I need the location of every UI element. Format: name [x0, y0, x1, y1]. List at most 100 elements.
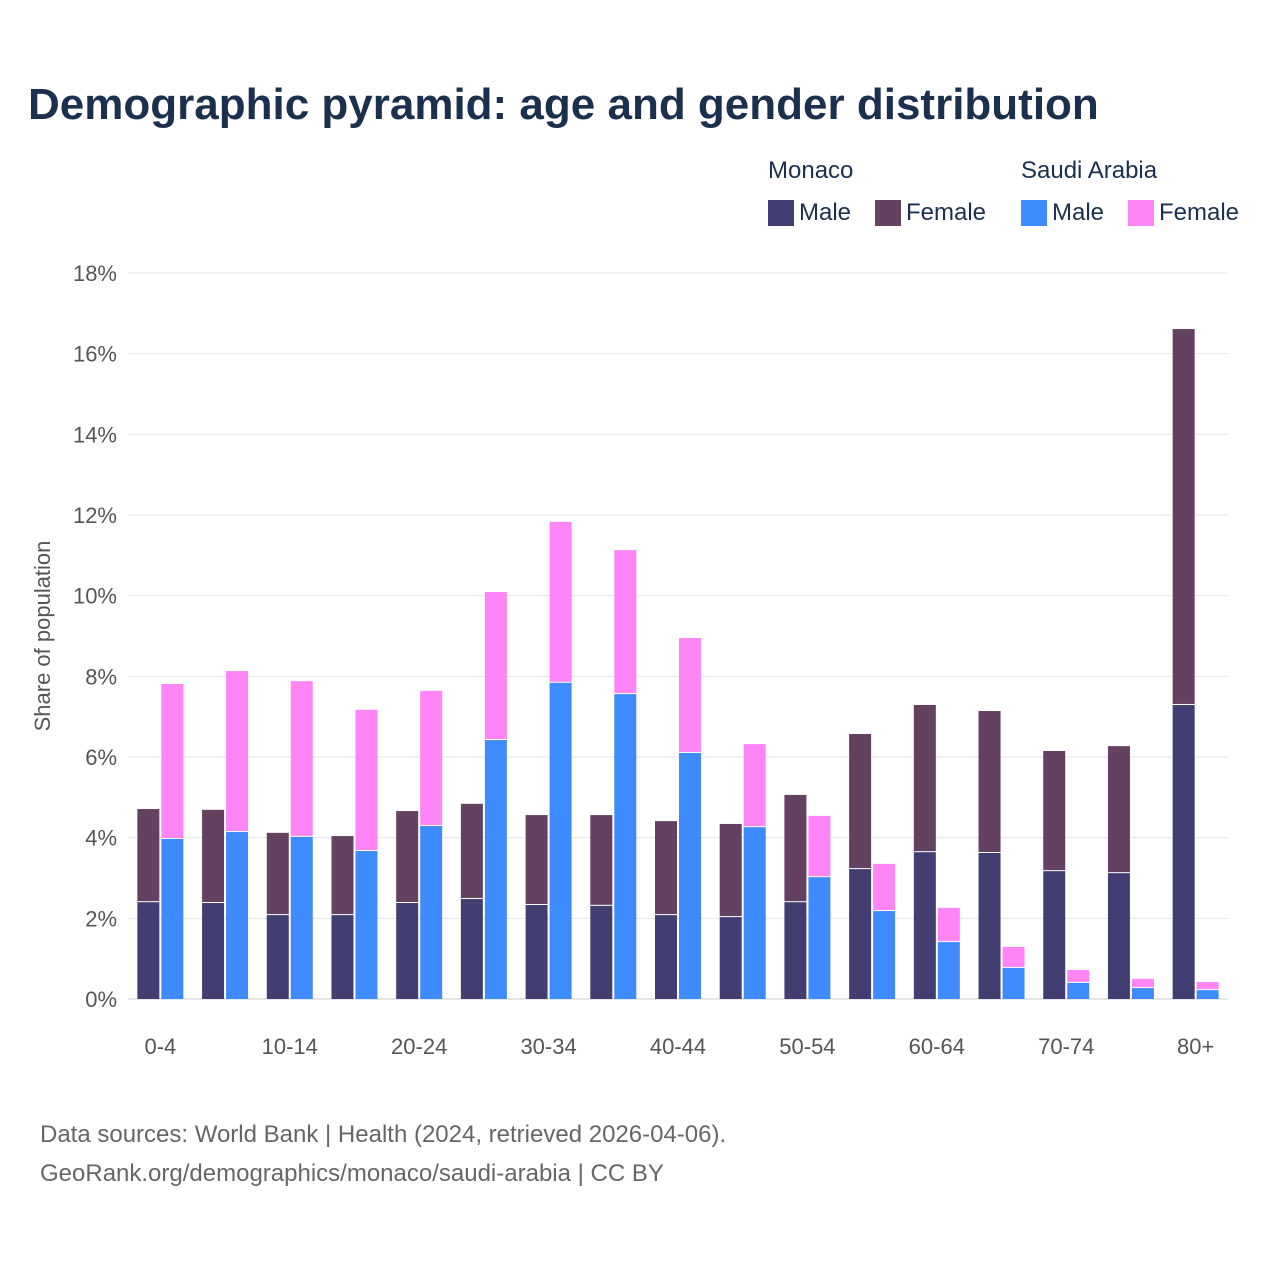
- x-tick-label: 50-54: [779, 1034, 835, 1059]
- x-tick-label: 80+: [1177, 1034, 1214, 1059]
- bar-monaco-male: [331, 915, 354, 999]
- legend-label: Male: [1052, 199, 1105, 226]
- x-tick-label: 60-64: [909, 1034, 965, 1059]
- source-line: Data sources: World Bank | Health (2024,…: [40, 1121, 727, 1148]
- legend-label: Female: [1159, 199, 1240, 226]
- bar-saudi-female: [549, 521, 572, 682]
- bar-saudi-female: [1131, 978, 1154, 988]
- y-tick-label: 14%: [73, 422, 117, 447]
- bar-monaco-female: [266, 832, 289, 915]
- legend-swatch: [1021, 200, 1047, 226]
- bar-monaco-female: [978, 711, 1001, 852]
- bar-saudi-female: [420, 690, 443, 825]
- legend-group-saudi-arabia: Saudi Arabia: [1021, 157, 1158, 184]
- bar-monaco-male: [913, 852, 936, 999]
- bar-saudi-male: [873, 911, 896, 999]
- source-link[interactable]: GeoRank.org/demographics/monaco/saudi-ar…: [40, 1160, 664, 1187]
- bar-saudi-male: [679, 752, 701, 999]
- legend-item-monaco-female[interactable]: Female: [875, 199, 986, 227]
- x-tick-label: 70-74: [1038, 1034, 1094, 1059]
- legend-swatch: [768, 200, 794, 226]
- bar-saudi-male: [549, 682, 572, 999]
- y-tick-label: 16%: [73, 342, 117, 367]
- bar-saudi-female: [226, 671, 249, 832]
- bar-saudi-female: [355, 709, 378, 850]
- bar-monaco-male: [137, 902, 160, 999]
- y-tick-label: 4%: [85, 826, 117, 851]
- bar-saudi-female: [484, 592, 507, 740]
- bar-monaco-male: [396, 903, 419, 999]
- bar-monaco-female: [1043, 750, 1066, 871]
- bar-saudi-female: [873, 863, 896, 911]
- bar-monaco-female: [590, 815, 613, 905]
- legend-item-monaco-male[interactable]: Male: [768, 199, 851, 227]
- x-tick-label: 0-4: [144, 1034, 176, 1059]
- x-tick-label: 20-24: [391, 1034, 447, 1059]
- bar-monaco-female: [137, 809, 160, 902]
- bar-monaco-male: [202, 903, 225, 999]
- bar-saudi-male: [226, 832, 249, 999]
- bar-saudi-female: [743, 744, 766, 827]
- y-axis-title: Share of population: [30, 541, 55, 732]
- bar-saudi-female: [1002, 946, 1025, 967]
- source-note: Data sources: World Bank | Health (2024,…: [40, 1115, 726, 1193]
- bar-saudi-male: [937, 942, 960, 999]
- bar-monaco-female: [719, 823, 742, 917]
- bar-saudi-female: [1067, 969, 1090, 982]
- bar-monaco-male: [1172, 704, 1195, 999]
- y-tick-label: 18%: [73, 261, 117, 286]
- bar-monaco-female: [331, 836, 354, 915]
- y-tick-label: 6%: [85, 745, 117, 770]
- legend-label: Male: [799, 199, 852, 226]
- bar-saudi-male: [1067, 982, 1090, 999]
- bar-monaco-male: [1107, 873, 1130, 999]
- bar-saudi-male: [1196, 990, 1219, 999]
- bar-monaco-male: [460, 898, 483, 999]
- bar-monaco-female: [849, 734, 872, 869]
- bar-saudi-female: [808, 815, 831, 877]
- bar-saudi-female: [679, 638, 701, 752]
- bar-monaco-male: [1043, 871, 1066, 999]
- bar-monaco-female: [1172, 329, 1195, 704]
- legend-group-monaco: Monaco: [768, 157, 854, 184]
- x-tick-label: 10-14: [262, 1034, 318, 1059]
- legend-swatch: [1128, 200, 1154, 226]
- bar-saudi-female: [1196, 982, 1219, 990]
- bar-monaco-male: [266, 915, 289, 999]
- y-tick-label: 0%: [85, 987, 117, 1012]
- bar-saudi-male: [290, 836, 313, 999]
- bar-monaco-female: [396, 811, 419, 903]
- chart-title: Demographic pyramid: age and gender dist…: [28, 80, 1099, 129]
- y-tick-label: 10%: [73, 584, 117, 609]
- bar-monaco-male: [590, 905, 613, 999]
- legend-item-saudi-female[interactable]: Female: [1128, 199, 1239, 227]
- bar-saudi-male: [614, 694, 637, 999]
- bar-monaco-female: [525, 815, 548, 905]
- bar-saudi-male: [743, 827, 766, 999]
- bar-monaco-female: [784, 794, 807, 902]
- x-tick-label: 30-34: [520, 1034, 576, 1059]
- bar-monaco-female: [655, 821, 677, 915]
- legend-item-saudi-male[interactable]: Male: [1021, 199, 1104, 227]
- x-tick-label: 40-44: [650, 1034, 706, 1059]
- bar-saudi-male: [355, 850, 378, 999]
- y-tick-label: 8%: [85, 664, 117, 689]
- bar-monaco-male: [525, 905, 548, 999]
- bar-monaco-female: [1107, 746, 1130, 873]
- y-tick-label: 2%: [85, 906, 117, 931]
- bar-monaco-female: [202, 809, 225, 903]
- bar-monaco-male: [784, 902, 807, 999]
- legend-label: Female: [906, 199, 987, 226]
- bar-monaco-male: [849, 869, 872, 999]
- bar-monaco-male: [655, 915, 677, 999]
- bar-saudi-female: [614, 550, 637, 694]
- bar-saudi-female: [290, 681, 313, 836]
- bar-saudi-male: [420, 825, 443, 999]
- bar-saudi-male: [484, 740, 507, 999]
- bar-monaco-male: [719, 917, 742, 999]
- y-tick-label: 12%: [73, 503, 117, 528]
- bar-saudi-male: [1131, 988, 1154, 999]
- bar-monaco-female: [913, 704, 936, 852]
